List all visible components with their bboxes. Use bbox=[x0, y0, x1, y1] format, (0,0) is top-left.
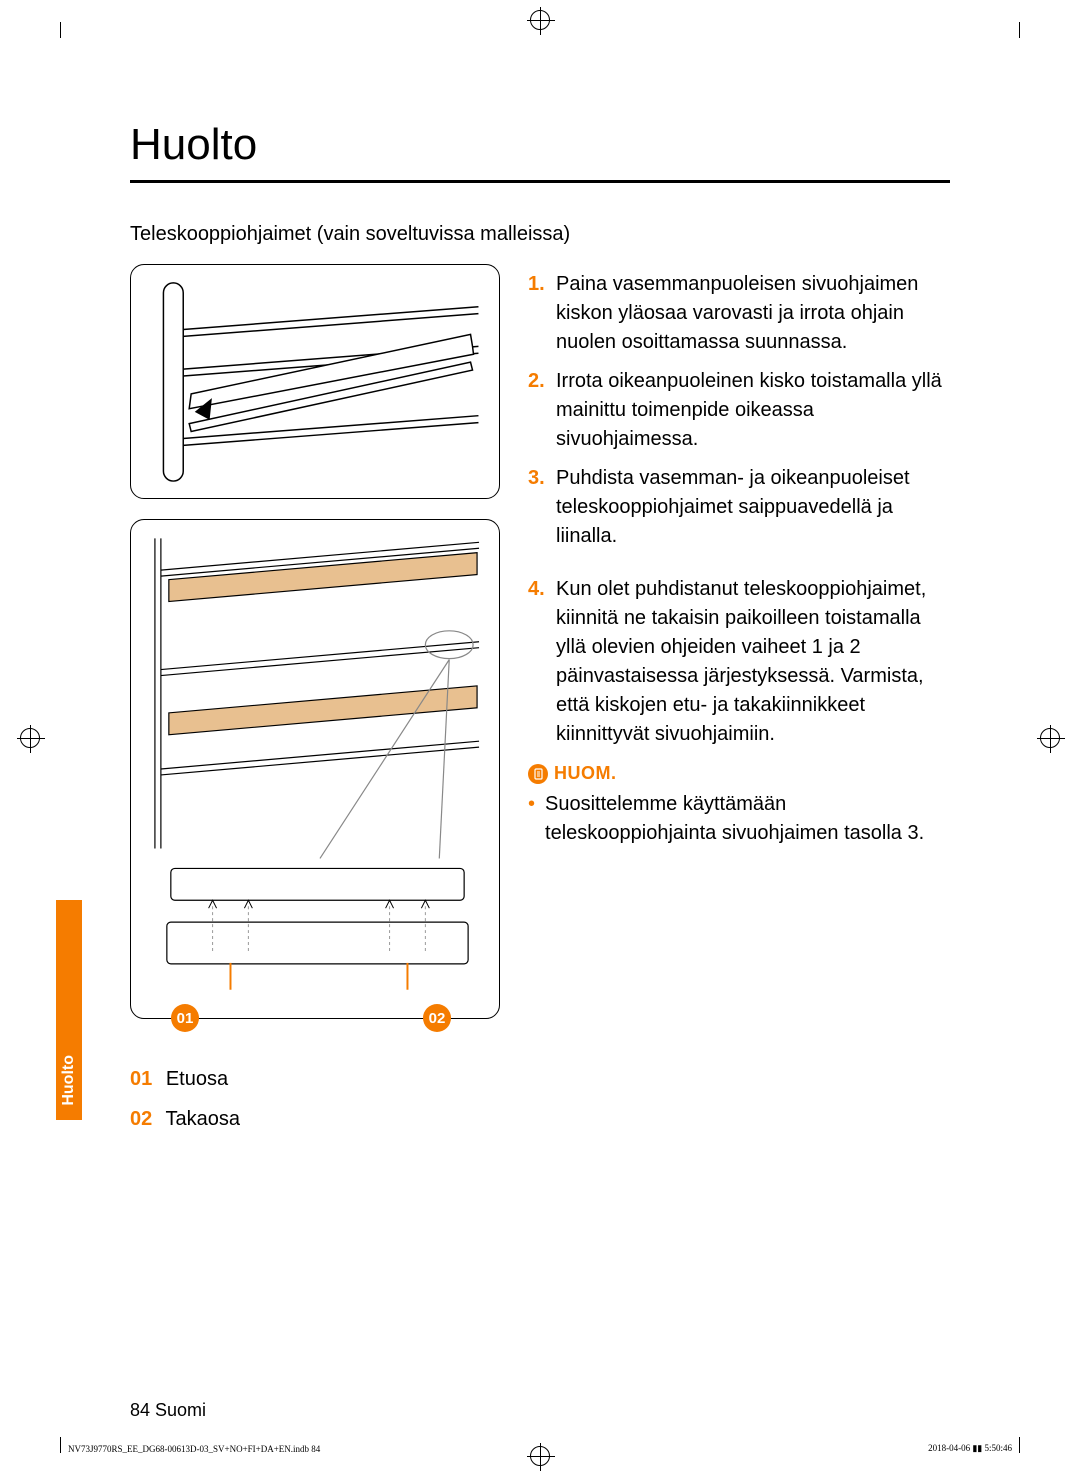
page-title: Huolto bbox=[130, 120, 950, 183]
rail-attach-svg bbox=[141, 530, 489, 1008]
page-number: 84 Suomi bbox=[130, 1400, 206, 1421]
note-text: Suosittelemme käyttämään teleskooppiohja… bbox=[528, 790, 950, 848]
legend-01-num: 01 bbox=[130, 1068, 152, 1090]
step-3: 3. Puhdista vasemman- ja oikeanpuoleiset… bbox=[528, 464, 950, 551]
registration-mark-left bbox=[20, 728, 40, 748]
legend-02-num: 02 bbox=[130, 1108, 152, 1130]
footer-filename: NV73J9770RS_EE_DG68-00613D-03_SV+NO+FI+D… bbox=[68, 1444, 320, 1454]
registration-mark-right bbox=[1040, 728, 1060, 748]
registration-mark-top bbox=[530, 10, 550, 30]
left-column: 01 02 01 Etuosa 02 Takaosa bbox=[130, 264, 500, 1135]
section-side-tab: Huolto bbox=[56, 900, 82, 1120]
legend-02-label: Takaosa bbox=[165, 1108, 240, 1130]
callout-02: 02 bbox=[423, 1004, 451, 1032]
section-subtitle: Teleskooppiohjaimet (vain soveltuvissa m… bbox=[130, 223, 950, 246]
page-content: Huolto Teleskooppiohjaimet (vain soveltu… bbox=[130, 120, 950, 1386]
step-4: 4. Kun olet puhdistanut teleskooppiohjai… bbox=[528, 575, 950, 749]
legend-01: 01 Etuosa bbox=[130, 1063, 500, 1095]
step-1: 1. Paina vasemmanpuoleisen sivuohjaimen … bbox=[528, 270, 950, 357]
rail-removal-svg bbox=[141, 275, 489, 488]
note-header: HUOM. bbox=[528, 763, 950, 784]
side-tab-label: Huolto bbox=[60, 1055, 78, 1106]
legend-01-label: Etuosa bbox=[166, 1068, 228, 1090]
steps-list-1: 1. Paina vasemmanpuoleisen sivuohjaimen … bbox=[528, 270, 950, 551]
note-label: HUOM. bbox=[554, 763, 617, 784]
legend-02: 02 Takaosa bbox=[130, 1103, 500, 1135]
registration-mark-bottom bbox=[530, 1446, 550, 1466]
callout-01: 01 bbox=[171, 1004, 199, 1032]
note-icon bbox=[528, 764, 548, 784]
footer-timestamp: 2018-04-06 ▮▮ 5:50:46 bbox=[928, 1443, 1012, 1454]
illustration-remove-rail bbox=[130, 264, 500, 499]
right-column: 1. Paina vasemmanpuoleisen sivuohjaimen … bbox=[528, 264, 950, 1135]
illustration-reattach-rail: 01 02 bbox=[130, 519, 500, 1019]
step-2: 2. Irrota oikeanpuoleinen kisko toistama… bbox=[528, 367, 950, 454]
steps-list-2: 4. Kun olet puhdistanut teleskooppiohjai… bbox=[528, 575, 950, 749]
